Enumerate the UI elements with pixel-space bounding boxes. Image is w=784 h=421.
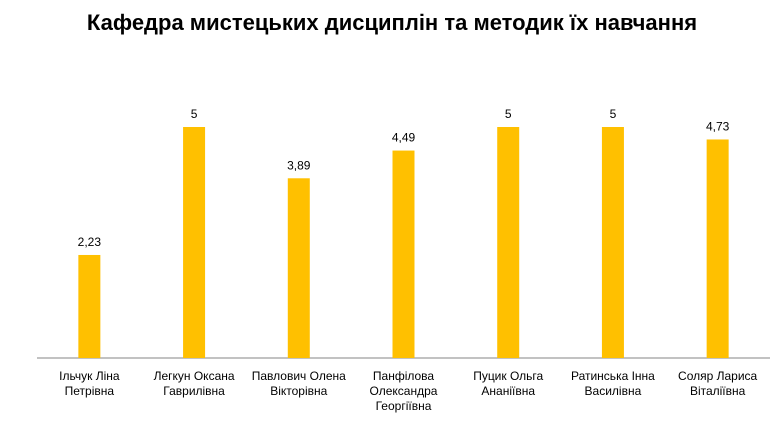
data-label: 5	[610, 107, 617, 121]
x-tick-label: Панфілова Олександра Георгіївна	[370, 369, 438, 413]
data-label: 5	[505, 107, 512, 121]
x-tick-label: Ільчук Ліна Петрівна	[59, 369, 120, 398]
bar	[706, 139, 729, 358]
chart-title: Кафедра мистецьких дисциплін та методик …	[86, 10, 698, 35]
data-label: 3,89	[287, 158, 311, 172]
x-tick-label: Легкун Оксана Гаврилівна	[154, 369, 235, 398]
bar	[287, 178, 310, 358]
data-label: 5	[191, 107, 198, 121]
x-tick-label: Пуцик Ольга Ананіївна	[473, 369, 543, 398]
bar	[392, 150, 415, 358]
x-tick-label: Ратинська Інна Василівна	[571, 369, 655, 398]
bar	[497, 127, 520, 358]
data-label: 4,73	[706, 119, 730, 133]
data-label: 4,49	[392, 131, 416, 145]
x-tick-label: Павлович Олена Вікторівна	[252, 369, 346, 398]
x-tick-label: Соляр Лариса Віталіївна	[678, 369, 758, 398]
bar	[183, 127, 206, 358]
bar	[78, 254, 101, 358]
bar	[601, 127, 624, 358]
data-label: 2,23	[78, 235, 102, 249]
